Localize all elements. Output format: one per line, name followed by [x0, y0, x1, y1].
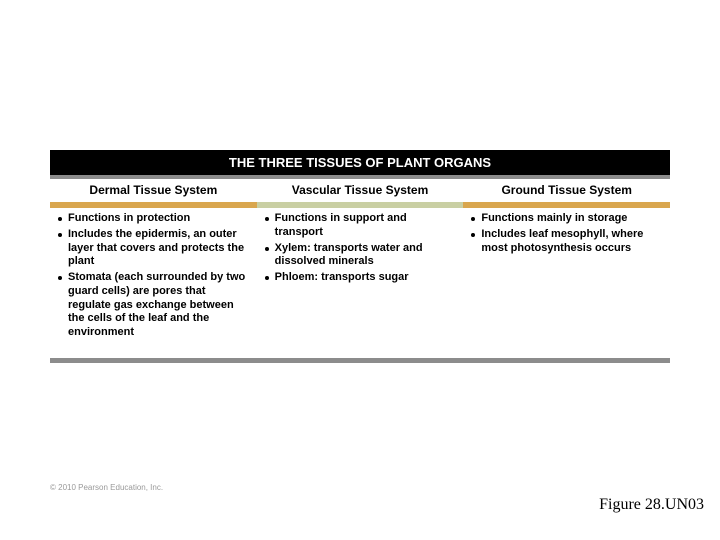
- list-item: Functions mainly in storage: [469, 212, 664, 226]
- list-item: Stomata (each surrounded by two guard ce…: [56, 271, 251, 340]
- list-item: Xylem: transports water and dissolved mi…: [263, 242, 458, 270]
- tissue-figure: THE THREE TISSUES OF PLANT ORGANS Dermal…: [50, 150, 670, 363]
- figure-title: THE THREE TISSUES OF PLANT ORGANS: [229, 155, 491, 170]
- column-body: Functions mainly in storage Includes lea…: [463, 208, 670, 358]
- column-header: Ground Tissue System: [463, 179, 670, 202]
- column-dermal: Dermal Tissue System Functions in protec…: [50, 175, 257, 358]
- list-item: Includes leaf mesophyll, where most phot…: [469, 228, 664, 256]
- slide: THE THREE TISSUES OF PLANT ORGANS Dermal…: [0, 0, 720, 540]
- column-header: Vascular Tissue System: [257, 179, 464, 202]
- bullet-list: Functions in support and transport Xylem…: [263, 212, 458, 285]
- list-item: Functions in protection: [56, 212, 251, 226]
- bullet-list: Functions mainly in storage Includes lea…: [469, 212, 664, 255]
- column-vascular: Vascular Tissue System Functions in supp…: [257, 175, 464, 358]
- grey-bottom-bar: [50, 358, 670, 363]
- column-body: Functions in support and transport Xylem…: [257, 208, 464, 358]
- figure-label: Figure 28.UN03: [599, 496, 704, 514]
- figure-title-bar: THE THREE TISSUES OF PLANT ORGANS: [50, 150, 670, 175]
- column-ground: Ground Tissue System Functions mainly in…: [463, 175, 670, 358]
- copyright-text: © 2010 Pearson Education, Inc.: [50, 483, 163, 492]
- list-item: Includes the epidermis, an outer layer t…: [56, 228, 251, 269]
- columns-row: Dermal Tissue System Functions in protec…: [50, 175, 670, 358]
- list-item: Phloem: transports sugar: [263, 271, 458, 285]
- bullet-list: Functions in protection Includes the epi…: [56, 212, 251, 340]
- column-body: Functions in protection Includes the epi…: [50, 208, 257, 358]
- list-item: Functions in support and transport: [263, 212, 458, 240]
- column-header: Dermal Tissue System: [50, 179, 257, 202]
